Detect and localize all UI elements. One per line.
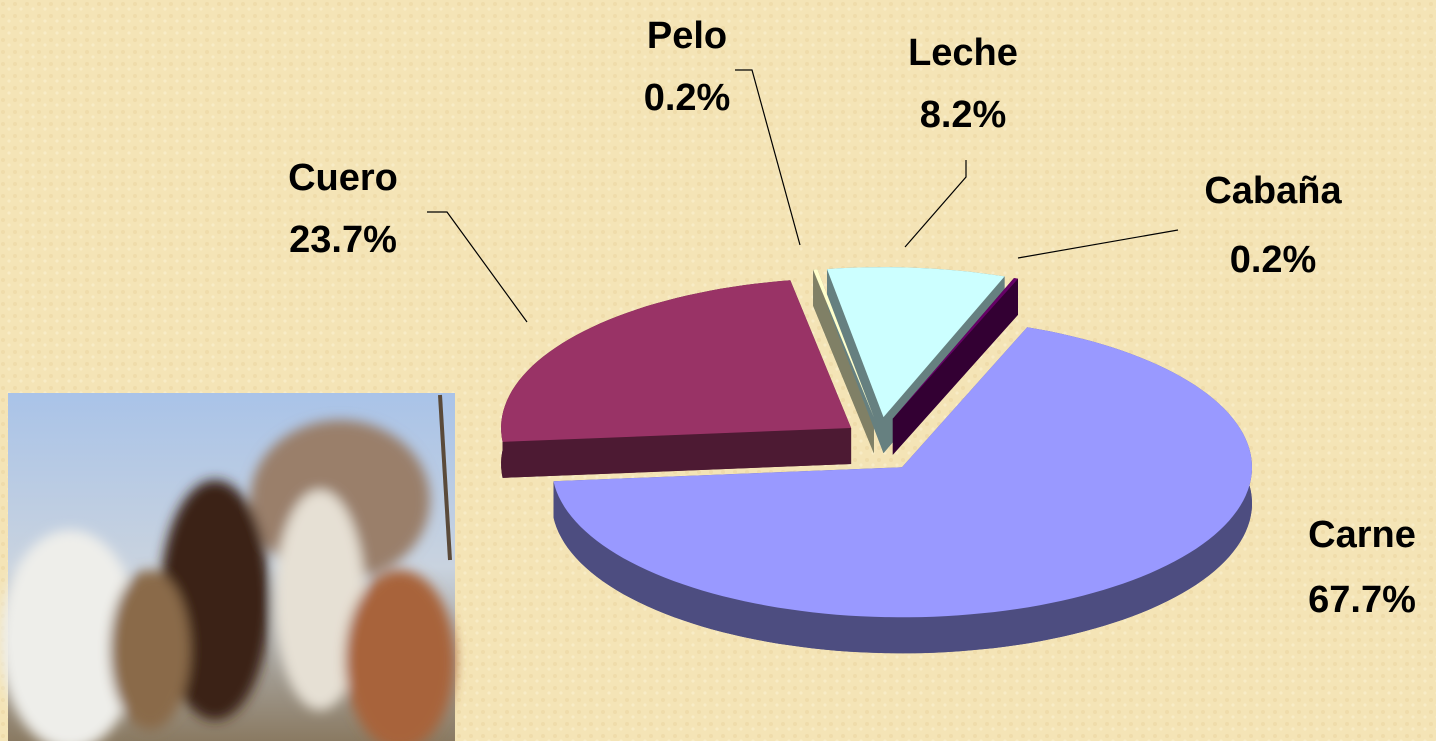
slice-rim xyxy=(1014,278,1018,315)
slice-value-label: 67.7% xyxy=(1308,579,1416,621)
slice-label: Cuero xyxy=(288,157,398,199)
page: Pelo 0.2% Leche 8.2% Cabaña 0.2% Carne 67.7% Cue… xyxy=(0,0,1436,741)
slice-value-label: 8.2% xyxy=(920,94,1007,136)
slice-value-label: 0.2% xyxy=(644,77,731,119)
chart: Pelo 0.2% Leche 8.2% Cabaña 0.2% Carne 67.7% Cue… xyxy=(0,0,1436,741)
slice-label: Leche xyxy=(908,32,1018,74)
photo xyxy=(0,393,455,741)
slice-label: Carne xyxy=(1308,514,1416,556)
slice-value-label: 0.2% xyxy=(1230,239,1317,281)
slice-value-label: 23.7% xyxy=(289,219,397,261)
slice-label: Pelo xyxy=(647,15,727,57)
slice-label: Cabaña xyxy=(1204,170,1342,212)
